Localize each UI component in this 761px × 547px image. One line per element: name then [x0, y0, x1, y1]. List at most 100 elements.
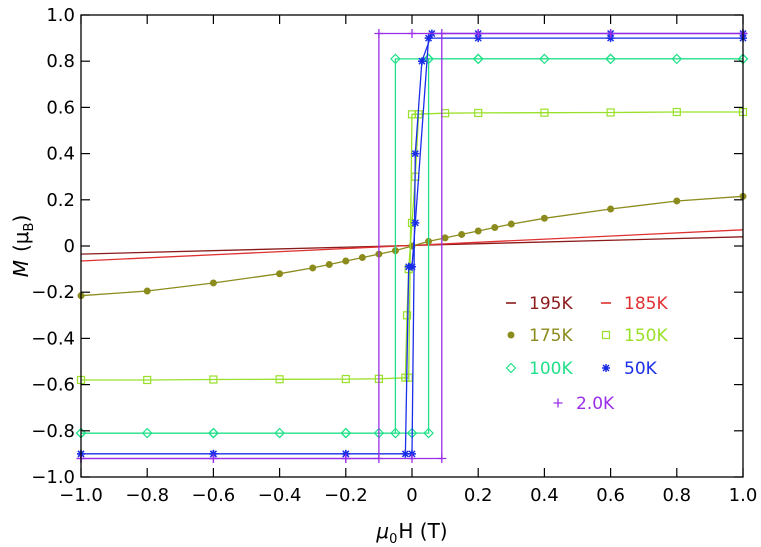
- y-tick-label: 0.8: [46, 51, 75, 72]
- data-point: [341, 449, 350, 458]
- series-line: [81, 58, 743, 434]
- legend-item: 195K: [506, 294, 573, 314]
- legend-label: 50K: [624, 359, 658, 379]
- data-point: [423, 427, 434, 439]
- data-point: [458, 230, 466, 238]
- data-point: [209, 279, 217, 287]
- data-point: [437, 454, 447, 464]
- legend-label: 185K: [624, 294, 668, 314]
- data-point: [473, 28, 483, 38]
- y-tick-label: 0.2: [46, 190, 75, 211]
- series-line: [404, 114, 420, 378]
- data-point: [342, 257, 350, 265]
- legend-item: 175K: [507, 326, 573, 346]
- y-axis-title: M(μB): [9, 215, 37, 278]
- data-point: [275, 375, 284, 384]
- data-point: [407, 454, 417, 464]
- data-point: [390, 427, 401, 439]
- data-point: [540, 108, 549, 117]
- x-tick-label: −0.4: [258, 485, 302, 506]
- legend-item: 2.0K: [553, 394, 615, 414]
- data-point: [209, 449, 218, 458]
- series-layer: [75, 28, 749, 464]
- y-tick-label: −0.6: [31, 375, 75, 396]
- legend-item: 50K: [602, 359, 658, 379]
- data-point: [309, 264, 317, 272]
- data-point: [673, 197, 681, 205]
- data-point: [340, 427, 352, 439]
- y-tick-label: 0.6: [46, 97, 75, 118]
- data-point: [474, 34, 483, 43]
- ticks-layer: −1.0 −0.8 −0.6 −0.4 −0.2 0 0.2 0.4 0.6 0.8 1.0 −1.0…: [31, 5, 757, 506]
- data-point: [208, 454, 218, 464]
- legend-label: 195K: [529, 294, 573, 314]
- legend-item: 185K: [601, 294, 668, 314]
- y-tick-label: −0.8: [31, 421, 75, 442]
- data-point: [402, 311, 412, 320]
- data-point: [274, 427, 285, 439]
- data-point: [208, 427, 219, 439]
- data-point: [143, 375, 152, 385]
- data-point: [441, 234, 449, 242]
- data-point: [424, 34, 433, 43]
- data-point: [404, 262, 413, 271]
- data-point: [606, 34, 615, 43]
- legend-item: 150K: [601, 326, 668, 346]
- data-point: [325, 260, 333, 268]
- x-tick-label: 0.6: [596, 485, 625, 506]
- legend-marker: [507, 331, 515, 339]
- y-tick-label: 0: [64, 236, 75, 257]
- data-point: [491, 224, 499, 232]
- data-point: [671, 53, 683, 65]
- data-point: [540, 214, 548, 222]
- legend: 195K 185K 175K 150K 100K 50K 2.0K: [505, 294, 668, 414]
- legend-marker: [553, 398, 563, 408]
- data-point: [276, 270, 284, 278]
- data-point: [507, 220, 515, 228]
- legend-label: 175K: [529, 326, 573, 346]
- data-point: [408, 449, 416, 458]
- x-tick-label: −0.8: [125, 485, 169, 506]
- data-point: [411, 218, 420, 227]
- x-tick-label: 1.0: [729, 485, 758, 506]
- data-point: [143, 287, 151, 295]
- data-point: [141, 427, 153, 439]
- y-tick-label: −0.4: [31, 328, 75, 349]
- data-point: [411, 149, 420, 158]
- data-point: [606, 28, 616, 38]
- legend-marker: [601, 330, 611, 340]
- data-point: [437, 28, 447, 38]
- y-tick-label: 0.4: [46, 144, 75, 165]
- data-point: [209, 375, 218, 384]
- data-point: [472, 53, 484, 65]
- series-175K: [77, 192, 747, 300]
- data-point: [605, 53, 616, 65]
- data-point: [474, 227, 482, 235]
- series-100K: [75, 53, 749, 439]
- x-tick-label: 0.8: [662, 485, 691, 506]
- data-point: [358, 254, 366, 262]
- data-point: [606, 108, 615, 117]
- x-tick-label: −0.2: [324, 485, 368, 506]
- data-point: [341, 454, 351, 464]
- data-point: [474, 108, 483, 118]
- y-tick-label: −1.0: [31, 467, 75, 488]
- x-tick-label: 0.2: [464, 485, 493, 506]
- data-point: [423, 53, 434, 65]
- y-tick-label: 1.0: [46, 5, 75, 26]
- legend-label: 150K: [624, 326, 668, 346]
- data-point: [539, 53, 550, 65]
- legend-label: 100K: [529, 359, 573, 379]
- data-point: [374, 28, 384, 38]
- legend-marker: [602, 364, 610, 372]
- x-tick-label: 0.4: [530, 485, 559, 506]
- legend-label: 2.0K: [576, 394, 615, 414]
- data-point: [390, 53, 401, 65]
- data-point: [407, 28, 417, 38]
- data-point: [341, 374, 350, 384]
- legend-item: 100K: [505, 359, 573, 379]
- x-tick-label: 0: [406, 485, 417, 506]
- x-tick-label: −1.0: [59, 485, 103, 506]
- legend-marker: [505, 362, 517, 374]
